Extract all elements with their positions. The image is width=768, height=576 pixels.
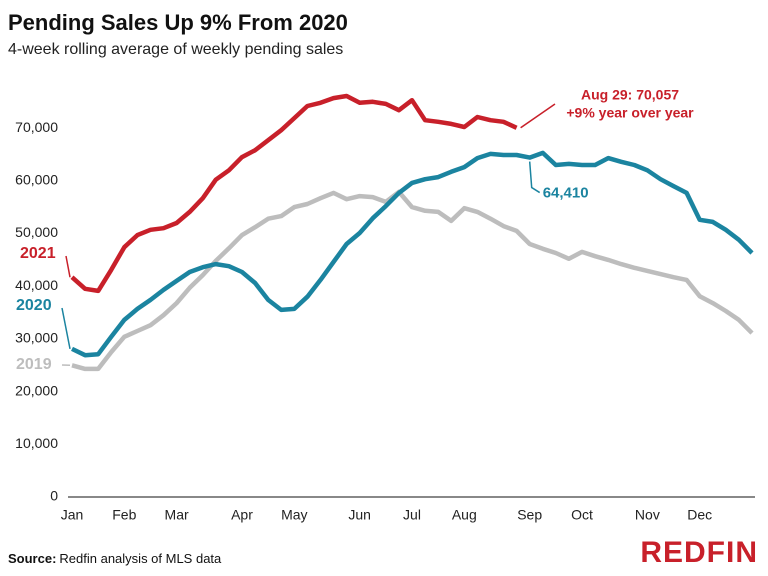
x-tick-label: Mar [165, 507, 189, 523]
series-line [71, 189, 754, 372]
source-text: Redfin analysis of MLS data [59, 551, 222, 566]
y-tick-label: 70,000 [15, 119, 58, 135]
y-tick-label: 0 [50, 488, 58, 504]
annotation: Aug 29: 70,057 [581, 87, 679, 103]
series-label: 2020 [16, 297, 52, 314]
y-tick-label: 50,000 [15, 224, 58, 240]
series-leader [61, 307, 71, 350]
source-label: Source: [8, 551, 56, 566]
annotation: +9% year over year [566, 105, 694, 121]
series-label: 2021 [20, 245, 56, 262]
x-tick-label: May [281, 507, 307, 523]
x-tick-label: Aug [452, 507, 477, 523]
annotation-leader [528, 161, 541, 194]
x-tick-label: Jun [348, 507, 371, 523]
series-line [71, 150, 754, 358]
y-tick-label: 60,000 [15, 172, 58, 188]
x-tick-label: Jul [403, 507, 421, 523]
x-tick-label: Dec [687, 507, 712, 523]
series-label: 2019 [16, 356, 52, 373]
y-tick-label: 20,000 [15, 382, 58, 398]
series-leader [65, 255, 71, 278]
chart-subtitle: 4-week rolling average of weekly pending… [8, 41, 343, 58]
x-tick-label: Jan [61, 507, 84, 523]
x-tick-label: Apr [231, 507, 253, 523]
y-tick-label: 10,000 [15, 435, 58, 451]
annotation: 64,410 [543, 185, 589, 202]
y-tick-label: 30,000 [15, 330, 58, 346]
x-tick-label: Oct [571, 507, 593, 523]
source-note: Source: Redfin analysis of MLS data [8, 551, 222, 566]
x-tick-label: Feb [112, 507, 136, 523]
chart-title: Pending Sales Up 9% From 2020 [8, 10, 348, 35]
x-tick-label: Nov [635, 507, 660, 523]
annotation-leader [520, 103, 556, 129]
y-tick-label: 40,000 [15, 277, 58, 293]
series-line [70, 93, 518, 294]
x-tick-label: Sep [517, 507, 542, 523]
logo: REDFIN [640, 536, 758, 569]
